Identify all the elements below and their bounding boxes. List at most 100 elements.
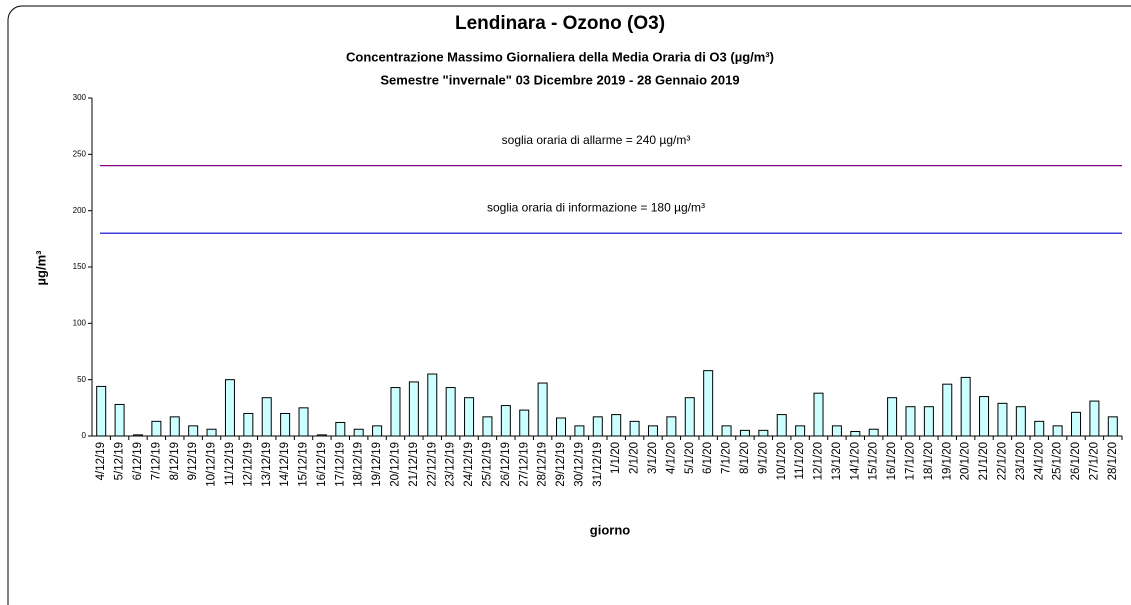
y-tick-label: 0 [82, 431, 87, 440]
bar [1089, 400, 1100, 437]
bar [611, 414, 622, 437]
y-tick-label: 150 [73, 262, 87, 271]
bar [850, 430, 861, 437]
bar [831, 425, 842, 437]
x-tick-label: 12/1/20 [813, 442, 825, 480]
bar [666, 416, 677, 437]
bar [647, 425, 658, 437]
x-tick-label: 17/12/19 [334, 442, 346, 487]
x-tick-label: 17/1/20 [905, 442, 917, 480]
x-tick-label: 28/12/19 [537, 442, 549, 487]
chart-subtitle: Semestre "invernale" 03 Dicembre 2019 - … [380, 72, 739, 87]
x-tick-label: 5/12/19 [114, 442, 126, 480]
bar [261, 397, 272, 437]
y-tick-label: 250 [73, 149, 87, 158]
x-tick-label: 3/1/20 [647, 442, 659, 474]
x-tick-label: 7/1/20 [721, 442, 733, 474]
bar [887, 397, 898, 437]
chart-title: Lendinara - Ozono (O3) [455, 13, 665, 34]
x-tick-label: 13/12/19 [261, 442, 273, 487]
x-tick-label: 10/12/19 [206, 442, 218, 487]
x-tick-label: 26/12/19 [500, 442, 512, 487]
x-tick-label: 21/12/19 [408, 442, 420, 487]
bar [813, 392, 824, 437]
bar [500, 405, 511, 437]
bar [684, 397, 695, 437]
y-axis-label: µg/m³ [33, 250, 48, 286]
x-tick-label: 27/12/19 [518, 442, 530, 487]
x-tick-label: 20/12/19 [390, 442, 402, 487]
bar [776, 414, 787, 437]
x-tick-label: 6/12/19 [132, 442, 144, 480]
x-tick-label: 5/1/20 [684, 442, 696, 474]
bar [537, 382, 548, 437]
bar [96, 385, 107, 437]
x-tick-label: 30/12/19 [573, 442, 585, 487]
x-tick-label: 15/1/20 [868, 442, 880, 480]
bar [703, 370, 714, 437]
x-tick-label: 10/1/20 [776, 442, 788, 480]
bar [905, 406, 916, 437]
threshold-label: soglia oraria di informazione = 180 µg/m… [487, 200, 705, 214]
bar [592, 416, 603, 437]
bar [169, 416, 180, 437]
bar [979, 396, 990, 437]
x-tick-label: 11/1/20 [794, 442, 806, 480]
y-tick-label: 50 [77, 375, 86, 384]
chart-frame [7, 5, 1131, 605]
x-tick-label: 23/1/20 [1015, 442, 1027, 480]
x-tick-label: 18/1/20 [923, 442, 935, 480]
x-tick-label: 25/12/19 [481, 442, 493, 487]
y-tick-label: 300 [73, 93, 87, 102]
y-tick-label: 200 [73, 206, 87, 215]
x-tick-label: 16/12/19 [316, 442, 328, 487]
bar [721, 425, 732, 437]
x-tick-label: 18/12/19 [353, 442, 365, 487]
bar [574, 425, 585, 437]
bar [795, 425, 806, 437]
x-tick-label: 13/1/20 [831, 442, 843, 480]
x-tick-label: 19/12/19 [371, 442, 383, 487]
bar [224, 379, 235, 437]
bar [206, 428, 217, 437]
x-tick-label: 27/1/20 [1088, 442, 1100, 480]
bar [316, 434, 327, 437]
bar [464, 397, 475, 437]
bar [868, 428, 879, 437]
x-tick-label: 15/12/19 [298, 442, 310, 487]
x-tick-label: 31/12/19 [592, 442, 604, 487]
y-tick-label: 100 [73, 318, 87, 327]
x-tick-label: 9/1/20 [757, 442, 769, 474]
bar [114, 403, 125, 437]
x-tick-label: 26/1/20 [1070, 442, 1082, 480]
bar [132, 434, 143, 437]
bar [997, 402, 1008, 437]
bar [923, 406, 934, 437]
x-tick-label: 29/12/19 [555, 442, 567, 487]
bar [1015, 406, 1026, 437]
bar [758, 429, 769, 437]
bar [188, 425, 199, 437]
x-tick-label: 4/1/20 [665, 442, 677, 474]
threshold-label: soglia oraria di allarme = 240 µg/m³ [502, 133, 691, 147]
bar [298, 407, 309, 437]
x-tick-label: 14/12/19 [279, 442, 291, 487]
x-tick-label: 9/12/19 [187, 442, 199, 480]
x-tick-label: 28/1/20 [1107, 442, 1119, 480]
bar [960, 376, 971, 437]
x-tick-label: 23/12/19 [445, 442, 457, 487]
x-tick-label: 8/1/20 [739, 442, 751, 474]
x-tick-label: 20/1/20 [960, 442, 972, 480]
bar [353, 428, 364, 437]
x-tick-label: 6/1/20 [702, 442, 714, 474]
x-tick-label: 4/12/19 [95, 442, 107, 480]
x-tick-label: 11/12/19 [224, 442, 236, 486]
bar [739, 429, 750, 437]
bar [519, 409, 530, 437]
bar [151, 420, 162, 437]
bar [390, 387, 401, 437]
bar [408, 381, 419, 437]
x-tick-label: 19/1/20 [941, 442, 953, 480]
bar [427, 373, 438, 437]
